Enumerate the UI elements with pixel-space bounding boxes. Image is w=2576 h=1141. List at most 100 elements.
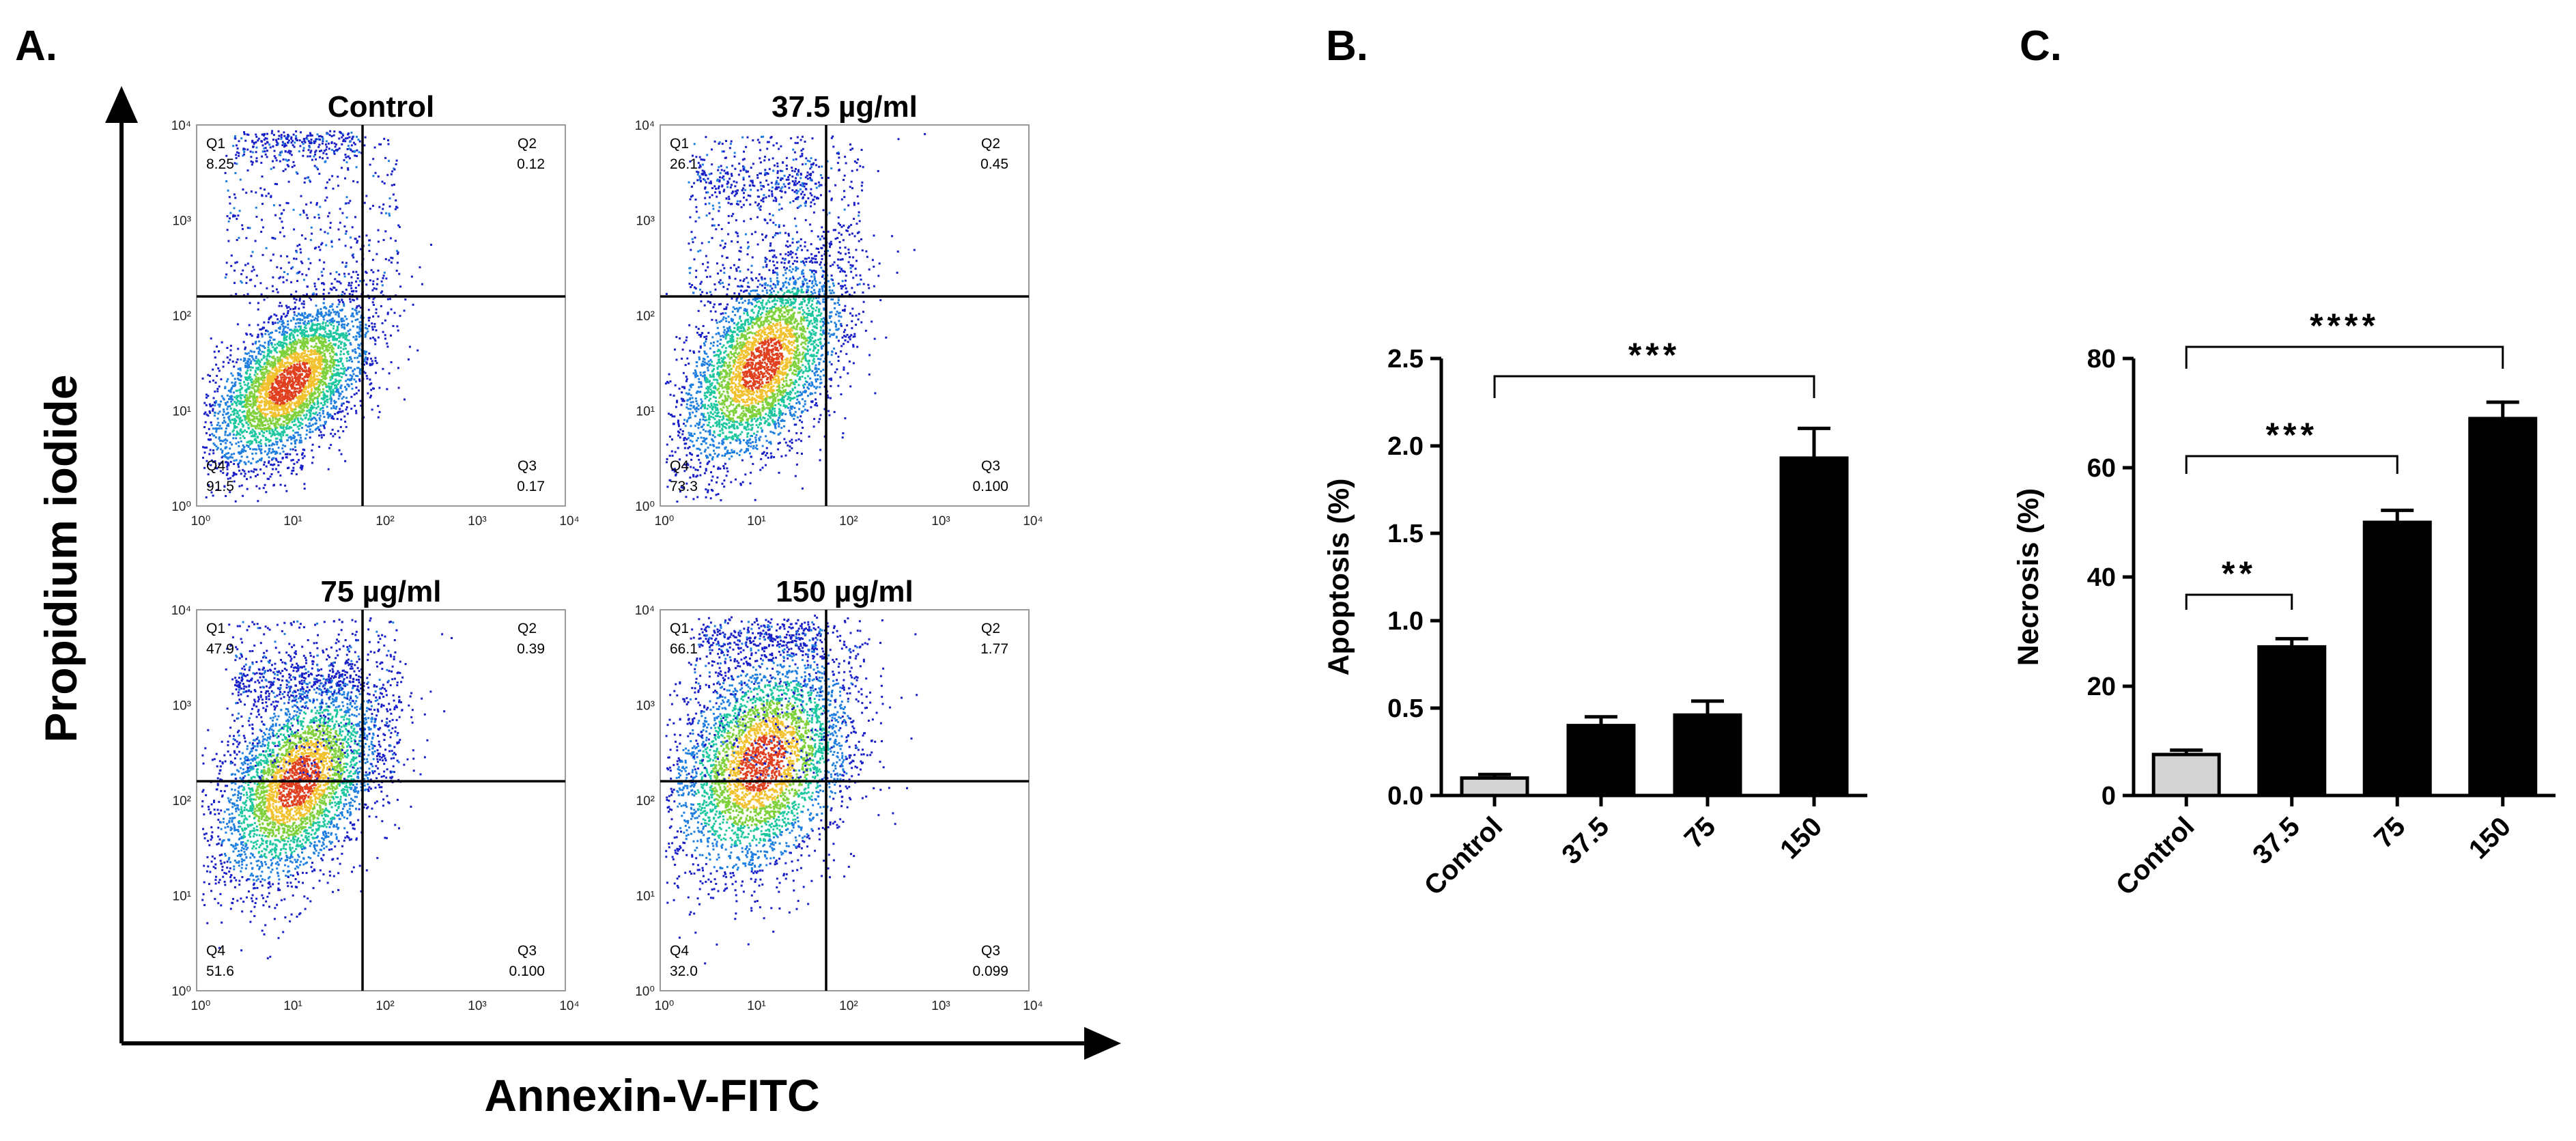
flow-y-tick-label: 10²: [636, 309, 655, 324]
flow-y-tick-label: 10⁴: [171, 119, 191, 133]
bar-y-tick-label: 0: [2101, 782, 2116, 811]
apoptosis-bar-chart: 0.0 0.5 1.0 1.5 2.0 2.5 Apoptosis (%) Control 37…: [1322, 336, 1867, 901]
flow-x-tick-label: 10¹: [747, 514, 765, 529]
quadrant-value-q4: 51.6: [206, 963, 234, 979]
quadrant-value-q4: 91.5: [206, 479, 234, 494]
flow-x-tick-label: 10⁰: [191, 999, 211, 1013]
bar-Control: [1460, 776, 1529, 798]
flow-x-tick-label: 10³: [931, 514, 950, 529]
quadrant-name-q2: Q2: [518, 621, 537, 636]
flow-plot-frame: [660, 124, 1030, 507]
quadrant-name-q2: Q2: [981, 621, 1000, 636]
flow-x-tick-label: 10²: [376, 999, 394, 1013]
flow-y-tick-label: 10⁰: [171, 500, 191, 514]
quadrant-name-q1: Q1: [670, 136, 689, 152]
flow-plot-frame: [660, 609, 1030, 991]
flow-plot-frame: [196, 609, 566, 991]
significance-label: ***: [1628, 336, 1680, 374]
flow-y-tick-label: 10³: [636, 699, 655, 714]
flow-y-tick-label: 10²: [173, 794, 191, 808]
flow-x-tick-label: 10¹: [283, 999, 302, 1013]
bar-y-tick-label: 20: [2087, 673, 2116, 701]
flow-x-tick-label: 10⁴: [1023, 999, 1043, 1013]
flow-y-tick-label: 10¹: [636, 890, 655, 904]
quadrant-value-q4: 32.0: [670, 963, 698, 979]
flow-dots: [664, 132, 926, 503]
flow-plot-title: 75 µg/ml: [321, 575, 442, 608]
panel-label-a: A.: [15, 23, 57, 70]
flow-x-tick-label: 10¹: [747, 999, 765, 1013]
flow-dots: [201, 130, 432, 503]
flow-x-tick-label: 10⁴: [1023, 514, 1043, 529]
quadrant-value-q1: 66.1: [670, 641, 698, 657]
panel-label-c: C.: [2020, 23, 2062, 70]
flow-x-tick-label: 10³: [931, 999, 950, 1013]
flow-plot-title: 37.5 µg/ml: [772, 90, 918, 124]
flow-x-tick-label: 10⁰: [191, 514, 211, 529]
flow-y-tick-label: 10⁰: [635, 500, 655, 514]
flow-plot-2: 37.5 µg/mlQ126.1Q20.45Q473.3Q30.10010⁰10…: [635, 90, 1043, 529]
quadrant-name-q3: Q3: [518, 458, 537, 474]
flow-y-tick-label: 10³: [173, 214, 191, 229]
flow-plot-title: Control: [328, 90, 434, 124]
bar-category-label: 75: [1679, 811, 1722, 854]
bar-category-label: 37.5: [2247, 811, 2306, 870]
quadrant-name-q4: Q4: [670, 458, 689, 474]
bar-y-tick-label: 1.5: [1387, 520, 1424, 548]
significance-bracket: [2185, 346, 2504, 369]
bar-37.5: [1566, 724, 1636, 798]
bar-y-tick-label: 40: [2087, 563, 2116, 592]
bar-75: [1673, 713, 1742, 798]
flow-y-tick-label: 10³: [636, 214, 655, 229]
bar-y-tick-label: 1.0: [1387, 607, 1424, 636]
flow-y-tick-label: 10⁴: [635, 119, 655, 133]
quadrant-value-q4: 73.3: [670, 479, 698, 494]
bar-y-tick-label: 0.0: [1387, 782, 1424, 811]
bar-category-label: 75: [2368, 811, 2411, 854]
quadrant-value-q1: 26.1: [670, 156, 698, 172]
flow-y-tick-label: 10¹: [173, 890, 191, 904]
panel-b: B. 0.0 0.5 1.0 1.5 2.0 2.5 Apoptosis (%) Contro…: [1322, 23, 1867, 901]
flow-x-tick-label: 10²: [839, 999, 858, 1013]
quadrant-name-q3: Q3: [981, 943, 1000, 959]
quadrant-name-q3: Q3: [981, 458, 1000, 474]
flow-x-tick-label: 10⁴: [559, 999, 579, 1013]
flow-y-tick-label: 10⁴: [635, 604, 655, 618]
flow-dots: [665, 615, 918, 965]
flow-x-tick-label: 10²: [376, 514, 394, 529]
flow-x-tick-label: 10¹: [283, 514, 302, 529]
bar-y-axis-label: Necrosis (%): [2012, 488, 2045, 666]
bar-category-label: 150: [2463, 811, 2517, 864]
flow-y-tick-label: 10⁴: [171, 604, 191, 618]
flow-x-tick-label: 10⁰: [655, 514, 675, 529]
quadrant-name-q4: Q4: [206, 458, 225, 474]
quadrant-value-q2: 1.77: [980, 641, 1008, 657]
significance-bracket: [2185, 455, 2398, 474]
bar-150: [1779, 456, 1849, 798]
quadrant-name-q3: Q3: [518, 943, 537, 959]
flow-x-tick-label: 10⁰: [655, 999, 675, 1013]
quadrant-value-q2: 0.45: [980, 156, 1008, 172]
quadrant-name-q1: Q1: [206, 621, 225, 636]
quadrant-value-q1: 8.25: [206, 156, 234, 172]
quadrant-name-q2: Q2: [518, 136, 537, 152]
flow-y-tick-label: 10⁰: [171, 985, 191, 999]
bar-y-tick-label: 0.5: [1387, 694, 1424, 723]
flow-plot-frame: [196, 124, 566, 507]
quadrant-value-q2: 0.12: [517, 156, 545, 172]
flow-y-tick-label: 10²: [173, 309, 191, 324]
significance-label: ***: [2266, 416, 2318, 454]
bar-y-axis-label: Apoptosis (%): [1322, 478, 1355, 675]
flow-y-tick-label: 10³: [173, 699, 191, 714]
quadrant-value-q3: 0.100: [509, 963, 545, 979]
flow-x-axis-title: Annexin-V-FITC: [484, 1070, 819, 1121]
flow-x-tick-label: 10⁴: [559, 514, 579, 529]
quadrant-value-q3: 0.100: [972, 479, 1008, 494]
flow-x-tick-label: 10³: [468, 514, 486, 529]
quadrant-value-q2: 0.39: [517, 641, 545, 657]
flow-y-tick-label: 10¹: [173, 405, 191, 419]
quadrant-name-q2: Q2: [981, 136, 1000, 152]
